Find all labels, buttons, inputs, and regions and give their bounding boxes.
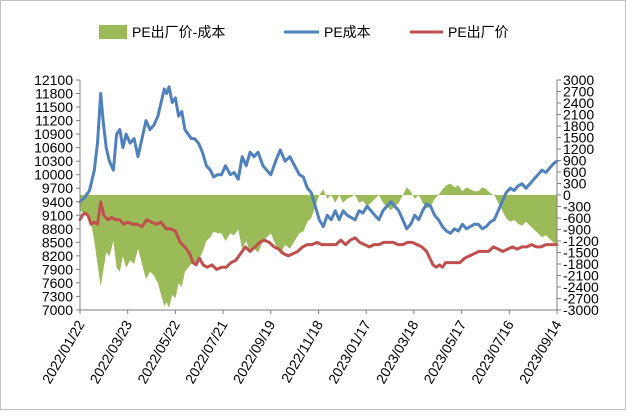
left-tick-label: 11200 (35, 113, 73, 129)
legend-label-price: PE出厂价 (448, 24, 509, 40)
x-tick-label: 2023/07/16 (468, 317, 517, 386)
left-tick-label: 7300 (42, 288, 73, 304)
right-tick-label: 2100 (563, 107, 594, 123)
right-tick-label: -1800 (563, 256, 599, 272)
right-tick-label: 300 (563, 176, 587, 192)
legend: PE出厂价-成本 PE成本 PE出厂价 (99, 24, 509, 40)
right-tick-label: -1200 (563, 233, 599, 249)
x-tick-label: 2023/03/18 (373, 317, 422, 386)
left-tick-label: 10900 (34, 126, 73, 142)
right-tick-label: 600 (563, 164, 587, 180)
left-tick-label: 10300 (34, 153, 73, 169)
x-tick-label: 2023/09/14 (516, 317, 565, 386)
left-tick-label: 11800 (35, 86, 73, 102)
right-axis-ticks: 30002700240021001800150012009006003000-3… (557, 72, 599, 318)
right-tick-label: 1200 (563, 141, 594, 157)
left-tick-label: 8200 (42, 248, 73, 264)
legend-entry-price: PE出厂价 (410, 24, 509, 40)
x-tick-label: 2022/03/23 (86, 317, 135, 386)
x-tick-label: 2022/09/19 (230, 317, 279, 386)
area-layer (80, 183, 557, 309)
right-tick-label: 0 (563, 187, 571, 203)
series-line-price (78, 200, 559, 271)
left-tick-label: 7000 (42, 302, 73, 318)
left-tick-label: 9700 (42, 180, 73, 196)
right-tick-label: 900 (563, 153, 587, 169)
x-tick-label: 2023/01/17 (325, 317, 374, 386)
right-tick-label: -2100 (563, 268, 599, 284)
right-tick-label: -1500 (563, 245, 599, 261)
left-tick-label: 10600 (34, 140, 73, 156)
left-tick-label: 9400 (42, 194, 73, 210)
line-layer (78, 85, 559, 271)
x-tick-label: 2022/01/22 (39, 317, 88, 386)
left-tick-label: 12100 (34, 72, 73, 88)
right-tick-label: -3000 (563, 302, 599, 318)
legend-swatch-spread (99, 25, 127, 39)
legend-entry-spread: PE出厂价-成本 (99, 24, 225, 40)
left-tick-label: 11500 (35, 99, 73, 115)
x-tick-label: 2022/05/22 (134, 317, 183, 386)
left-tick-label: 8800 (42, 221, 73, 237)
left-tick-label: 10000 (34, 167, 73, 183)
legend-label-spread: PE出厂价-成本 (132, 24, 225, 40)
legend-entry-cost: PE成本 (284, 24, 371, 40)
right-tick-label: 1800 (563, 118, 594, 134)
left-tick-label: 9100 (42, 207, 73, 223)
right-tick-label: -2700 (563, 291, 599, 307)
right-tick-label: 2700 (563, 84, 594, 100)
left-tick-label: 7600 (42, 275, 73, 291)
left-axis-ticks: 1210011800115001120010900106001030010000… (34, 72, 80, 318)
right-tick-label: 1500 (563, 130, 594, 146)
right-tick-label: -600 (563, 210, 591, 226)
left-tick-label: 7900 (42, 261, 73, 277)
right-tick-label: -900 (563, 222, 591, 238)
right-tick-label: 3000 (563, 72, 594, 88)
x-tick-label: 2023/05/17 (420, 317, 469, 386)
x-axis-ticks: 2022/01/222022/03/232022/05/222022/07/21… (39, 310, 565, 386)
series-line-cost (78, 85, 559, 235)
x-tick-label: 2022/07/21 (182, 317, 231, 386)
right-tick-label: 2400 (563, 95, 594, 111)
legend-label-cost: PE成本 (324, 24, 371, 40)
right-tick-label: -300 (563, 199, 591, 215)
left-tick-label: 8500 (42, 234, 73, 250)
series-area-spread (80, 183, 557, 309)
right-tick-label: -2400 (563, 279, 599, 295)
x-tick-label: 2022/11/18 (278, 317, 326, 385)
